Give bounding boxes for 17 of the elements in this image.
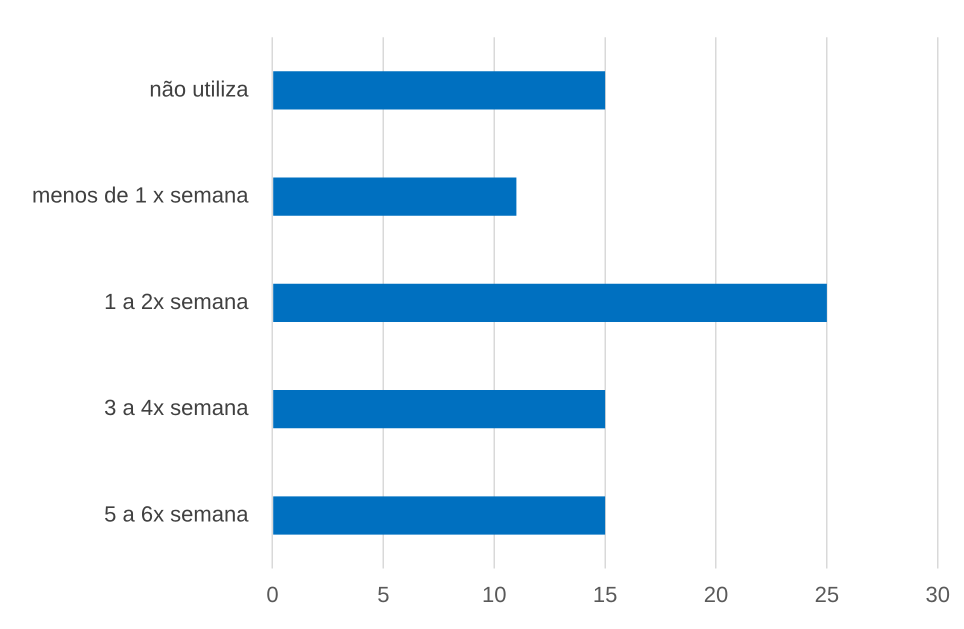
x-tick-label: 5	[377, 582, 390, 607]
bar	[273, 71, 606, 110]
y-tick-label: menos de 1 x semana	[32, 182, 250, 208]
x-tick-label: 10	[482, 582, 506, 607]
x-tick-label: 25	[814, 582, 840, 607]
x-tick-label: 20	[704, 582, 728, 607]
bar	[273, 496, 606, 535]
x-tick-label: 0	[266, 582, 279, 607]
bar	[273, 177, 516, 216]
x-tick-label: 30	[926, 582, 950, 607]
y-tick-label: 5 a 6x semana	[104, 502, 250, 527]
y-tick-label: 3 a 4x semana	[104, 395, 250, 420]
y-tick-label: não utiliza	[149, 76, 250, 102]
y-tick-label: 1 a 2x semana	[104, 288, 250, 314]
bar	[273, 390, 606, 428]
bar	[273, 284, 827, 322]
x-tick-label: 15	[592, 582, 618, 607]
